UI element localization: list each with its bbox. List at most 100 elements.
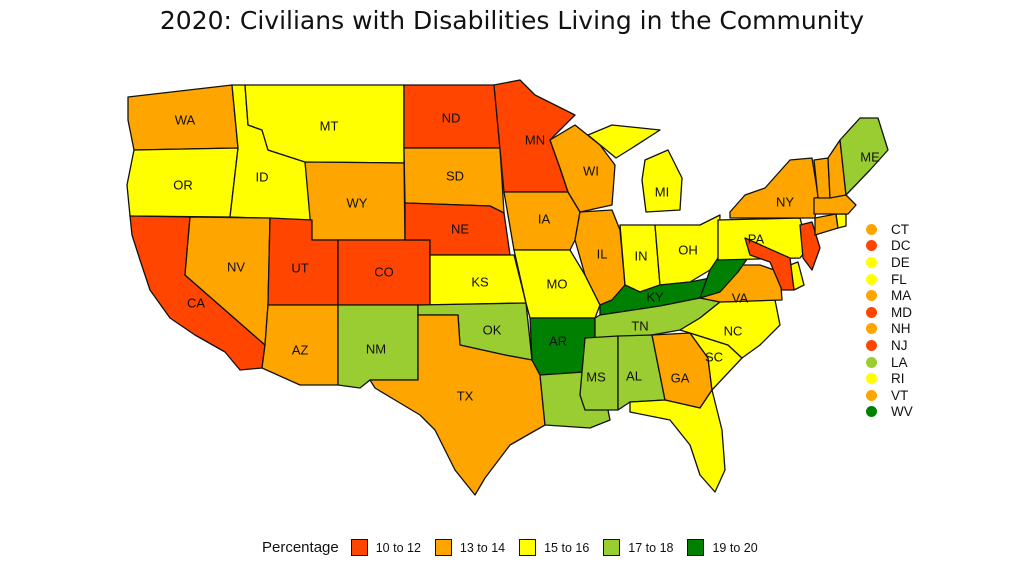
state-label-nm: NM (366, 341, 386, 356)
small-state-dot (866, 389, 877, 401)
small-state-dot (866, 223, 877, 235)
state-label-nc: NC (724, 323, 743, 338)
state-label-ok: OK (483, 322, 502, 337)
state-label-co: CO (374, 264, 394, 279)
state-ms[interactable] (579, 335, 619, 411)
small-state-dot (866, 256, 877, 268)
legend-item-13-14: 13 to 14 (434, 539, 506, 556)
legend-swatch (350, 539, 368, 556)
state-label-va: VA (732, 290, 749, 305)
state-label-tx: TX (457, 388, 474, 403)
small-state-label: FL (891, 271, 907, 287)
legend-label: 15 to 16 (544, 540, 590, 555)
small-state-dot (866, 356, 877, 368)
small-state-row-vt: VT (866, 387, 913, 404)
small-state-label: LA (891, 354, 908, 370)
state-label-mo: MO (547, 276, 568, 291)
state-tx[interactable] (369, 314, 546, 496)
legend-title: Percentage (262, 539, 339, 556)
legend-item-17-18: 17 to 18 (603, 539, 673, 556)
state-wi[interactable] (549, 124, 616, 213)
state-label-az: AZ (292, 342, 309, 357)
small-state-row-fl: FL (866, 271, 913, 288)
state-label-sc: SC (705, 349, 723, 364)
small-state-dot (866, 373, 877, 385)
small-state-row-la: LA (866, 354, 913, 371)
state-fl[interactable] (629, 389, 726, 493)
state-label-in: IN (635, 248, 648, 263)
state-label-il: IL (597, 246, 608, 261)
small-state-dot (866, 339, 877, 351)
state-label-mt: MT (320, 118, 339, 133)
state-label-id: ID (256, 169, 269, 184)
legend-label: 17 to 18 (628, 540, 674, 555)
small-state-row-nj: NJ (866, 337, 913, 354)
small-state-label: DC (891, 238, 911, 254)
small-state-label: NJ (891, 337, 908, 353)
small-state-row-nh: NH (866, 321, 913, 338)
state-label-pa: PA (748, 231, 765, 246)
state-me[interactable] (839, 117, 889, 196)
legend-swatch (519, 539, 537, 556)
small-state-label: WV (891, 404, 913, 420)
page-title: 2020: Civilians with Disabilities Living… (159, 6, 865, 35)
state-label-ky: KY (646, 289, 664, 304)
small-state-label: CT (891, 221, 909, 237)
state-label-oh: OH (678, 242, 698, 257)
small-state-label: VT (891, 387, 909, 403)
state-ct[interactable] (814, 213, 839, 236)
small-state-row-dc: DC (866, 238, 913, 255)
legend-swatch (434, 539, 452, 556)
state-ri[interactable] (835, 213, 847, 229)
small-state-label: NH (891, 321, 911, 337)
state-label-ar: AR (549, 333, 567, 348)
legend-item-10-12: 10 to 12 (350, 539, 421, 556)
small-state-dot (866, 240, 877, 252)
state-label-ks: KS (471, 274, 489, 289)
small-state-row-ct: CT (866, 221, 913, 238)
legend-label: 19 to 20 (712, 540, 758, 555)
state-label-ny: NY (776, 194, 794, 209)
small-state-label: MD (891, 304, 912, 320)
state-label-ia: IA (538, 211, 551, 226)
state-label-nd: ND (442, 110, 461, 125)
state-label-or: OR (173, 177, 193, 192)
legend-label: 13 to 14 (459, 540, 506, 555)
small-state-label: RI (891, 371, 905, 387)
small-state-dot (866, 290, 877, 302)
state-md[interactable] (744, 237, 795, 291)
small-state-dot (866, 323, 877, 335)
state-label-ca: CA (187, 295, 205, 310)
state-label-wy: WY (347, 195, 368, 210)
small-states-legend: CT DC DE FL MA MD NH NJ LA RI VT WV (866, 221, 913, 420)
small-state-row-ri: RI (866, 370, 913, 387)
state-label-ne: NE (451, 221, 469, 236)
legend-label: 10 to 12 (375, 540, 421, 555)
state-mi[interactable] (587, 124, 683, 213)
state-label-tn: TN (631, 318, 648, 333)
small-state-label: MA (891, 288, 912, 304)
state-label-ut: UT (291, 260, 308, 275)
state-label-mi: MI (655, 184, 669, 199)
state-label-al: AL (626, 368, 642, 383)
state-label-sd: SD (446, 168, 464, 183)
state-label-wi: WI (583, 163, 599, 178)
small-state-row-de: DE (866, 254, 913, 271)
percentage-legend: Percentage 10 to 12 13 to 14 15 to 16 17… (262, 539, 772, 556)
small-state-row-md: MD (866, 304, 913, 321)
small-state-dot (866, 306, 877, 318)
small-state-row-wv: WV (866, 404, 913, 421)
state-label-ga: GA (671, 370, 690, 385)
legend-item-15-16: 15 to 16 (519, 539, 589, 556)
state-ny[interactable] (729, 157, 819, 219)
state-label-me: ME (860, 149, 880, 164)
legend-item-19-20: 19 to 20 (687, 539, 758, 556)
legend-swatch (603, 539, 621, 556)
state-label-ms: MS (586, 369, 606, 384)
state-label-nv: NV (227, 259, 245, 274)
small-state-dot (866, 273, 877, 285)
state-label-mn: MN (525, 132, 545, 147)
state-label-wa: WA (175, 112, 196, 127)
state-mo[interactable] (513, 249, 601, 319)
